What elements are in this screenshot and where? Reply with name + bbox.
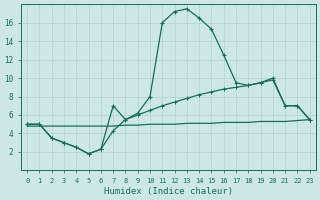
X-axis label: Humidex (Indice chaleur): Humidex (Indice chaleur)	[104, 187, 233, 196]
